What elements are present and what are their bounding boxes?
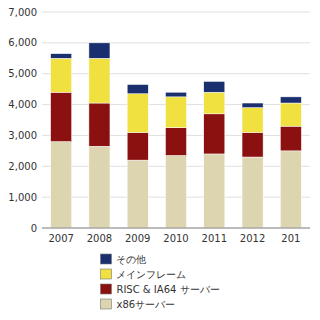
x-axis-line	[42, 228, 310, 229]
y-tick-label: 4,000	[8, 99, 37, 110]
bar-segment	[280, 151, 301, 228]
y-tick-label: 7,000	[8, 7, 37, 18]
legend-swatch	[100, 284, 111, 294]
legend-label: x86サーバー	[116, 299, 175, 310]
y-tick-label: 1,000	[8, 192, 37, 203]
bar-segment	[242, 132, 263, 157]
x-tick-label: 2009	[125, 233, 150, 244]
chart-container: 0 1,000 2,000 3,000 4,000 5,000 6,000 7,000 2007…	[0, 0, 320, 320]
bar-segment	[89, 43, 110, 58]
x-axis: 2007 2008 2009 2010 2011 2012 201	[42, 228, 310, 244]
bar-segment	[165, 155, 186, 228]
x-tick-label: 2008	[87, 233, 112, 244]
bar-segment	[165, 97, 186, 128]
legend: その他メインフレーム RISC & IA64 サーバー x86サーバー	[100, 254, 219, 310]
bar-segment	[280, 126, 301, 151]
bar-segment	[51, 58, 72, 92]
bar-segment	[127, 160, 148, 228]
grid-line	[42, 228, 310, 229]
bar-segment	[89, 58, 110, 103]
y-tick-label: 3,000	[8, 130, 37, 141]
x-tick-label: 2011	[202, 233, 227, 244]
y-tick-label: 0	[31, 223, 37, 234]
bar-segment	[242, 157, 263, 228]
x-tick-label: 2012	[240, 233, 265, 244]
bar-segment	[127, 132, 148, 160]
bar-segment	[204, 154, 225, 228]
y-tick-label: 2,000	[8, 161, 37, 172]
bar-segment	[127, 85, 148, 94]
y-axis: 0 1,000 2,000 3,000 4,000 5,000 6,000 7,000	[8, 7, 310, 234]
legend-swatch	[100, 269, 111, 279]
bar-segment	[242, 108, 263, 133]
bar-segment	[204, 92, 225, 114]
bar-segment	[204, 81, 225, 92]
legend-swatch	[100, 299, 111, 309]
y-tick-label: 5,000	[8, 68, 37, 79]
legend-swatch	[100, 254, 111, 264]
bar-segment	[89, 103, 110, 146]
x-tick-label: 2010	[163, 233, 188, 244]
x-tick-label: 201	[281, 233, 300, 244]
bar-segment	[204, 114, 225, 154]
bar-segment	[51, 54, 72, 59]
legend-label: その他	[116, 254, 146, 265]
grid-line	[42, 12, 310, 13]
chart-svg: 0 1,000 2,000 3,000 4,000 5,000 6,000 7,000 2007…	[0, 0, 320, 320]
bar-segment	[165, 128, 186, 156]
grid-line	[42, 42, 310, 43]
bar-segment	[280, 103, 301, 126]
bar-segment	[89, 146, 110, 228]
legend-label: メインフレーム	[116, 269, 186, 280]
bars	[51, 43, 302, 228]
legend-label: RISC & IA64 サーバー	[116, 284, 219, 295]
x-tick-label: 2007	[48, 233, 73, 244]
bar-segment	[280, 97, 301, 103]
bar-segment	[51, 142, 72, 228]
bar-segment	[51, 92, 72, 141]
bar-segment	[165, 92, 186, 97]
grid-line	[42, 73, 310, 74]
y-tick-label: 6,000	[8, 37, 37, 48]
bar-segment	[242, 103, 263, 108]
bar-segment	[127, 94, 148, 133]
